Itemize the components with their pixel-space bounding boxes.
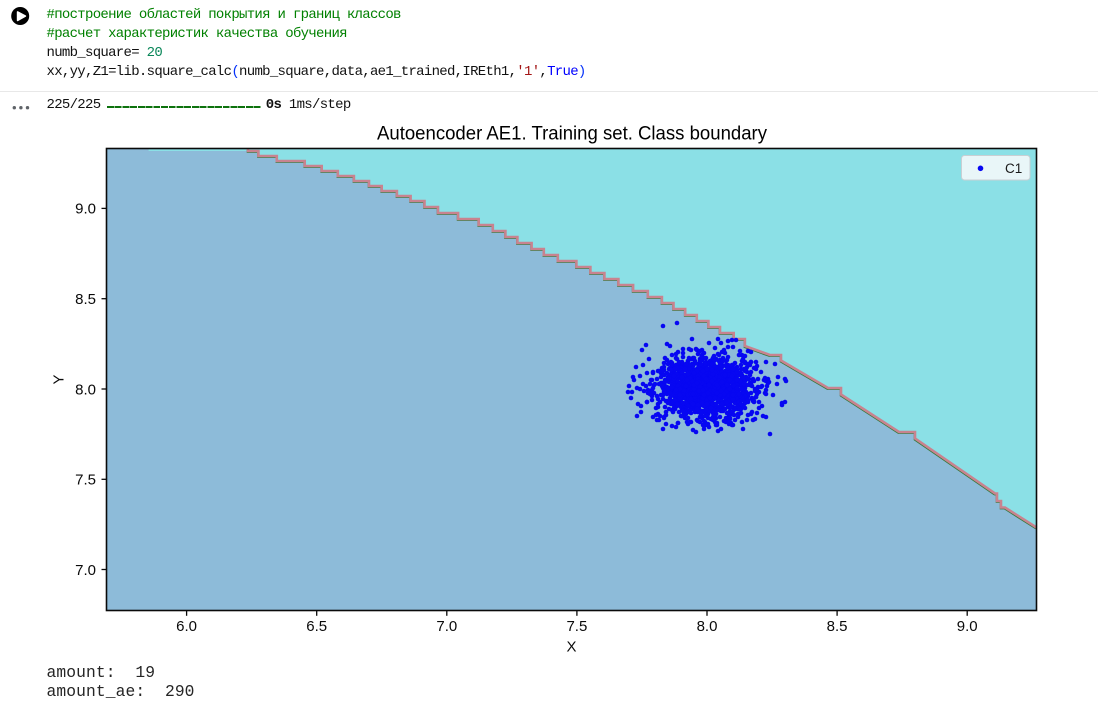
- svg-text:7.5: 7.5: [75, 472, 96, 489]
- svg-text:7.0: 7.0: [75, 562, 96, 579]
- svg-text:8.0: 8.0: [697, 618, 718, 635]
- svg-text:8.5: 8.5: [75, 291, 96, 308]
- svg-text:C1: C1: [1005, 161, 1022, 176]
- svg-text:X: X: [566, 639, 576, 656]
- svg-text:7.5: 7.5: [566, 618, 587, 635]
- svg-text:Y: Y: [51, 374, 68, 384]
- svg-text:9.0: 9.0: [957, 618, 978, 635]
- svg-text:6.0: 6.0: [176, 618, 197, 635]
- svg-text:9.0: 9.0: [75, 201, 96, 218]
- svg-text:Autoencoder AE1. Training set.: Autoencoder AE1. Training set. Class bou…: [377, 124, 767, 145]
- svg-text:6.5: 6.5: [306, 618, 327, 635]
- svg-text:8.0: 8.0: [75, 381, 96, 398]
- svg-text:8.5: 8.5: [827, 618, 848, 635]
- svg-text:7.0: 7.0: [436, 618, 457, 635]
